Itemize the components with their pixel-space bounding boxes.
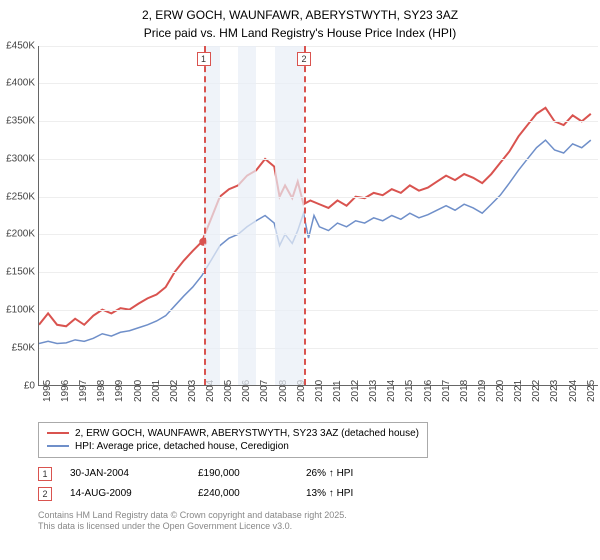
sale-row: 1 30-JAN-2004 £190,000 26% ↑ HPI	[38, 464, 600, 484]
y-tick-label: £50K	[1, 342, 35, 353]
legend: 2, ERW GOCH, WAUNFAWR, ABERYSTWYTH, SY23…	[38, 422, 428, 458]
x-tick-label: 2014	[386, 379, 397, 401]
y-tick-label: £150K	[1, 267, 35, 278]
event-marker: 2	[297, 52, 311, 66]
x-tick-label: 2011	[332, 380, 343, 402]
shaded-band	[275, 46, 304, 385]
legend-label: 2, ERW GOCH, WAUNFAWR, ABERYSTWYTH, SY23…	[75, 428, 419, 439]
x-tick-label: 1998	[96, 379, 107, 401]
gridline	[39, 272, 598, 273]
gridline	[39, 159, 598, 160]
sale-date: 30-JAN-2004	[70, 468, 180, 479]
y-tick-label: £450K	[1, 40, 35, 51]
chart-title-line1: 2, ERW GOCH, WAUNFAWR, ABERYSTWYTH, SY23…	[0, 0, 600, 26]
x-tick-label: 2017	[441, 379, 452, 401]
x-tick-label: 2025	[586, 379, 597, 401]
shaded-band	[238, 46, 256, 385]
x-tick-label: 2012	[350, 379, 361, 401]
y-tick-label: £250K	[1, 191, 35, 202]
x-tick-label: 2003	[187, 379, 198, 401]
y-tick-label: £0	[1, 380, 35, 391]
sale-delta: 13% ↑ HPI	[306, 488, 353, 499]
x-tick-label: 1999	[114, 379, 125, 401]
x-tick-label: 2023	[549, 379, 560, 401]
y-tick-label: £100K	[1, 305, 35, 316]
x-tick-label: 2010	[314, 379, 325, 401]
legend-item: HPI: Average price, detached house, Cere…	[47, 440, 419, 453]
attribution-line1: Contains HM Land Registry data © Crown c…	[38, 510, 600, 522]
x-tick-label: 2021	[513, 379, 524, 401]
x-tick-label: 2024	[568, 379, 579, 401]
gridline	[39, 197, 598, 198]
gridline	[39, 310, 598, 311]
sale-number-box: 1	[38, 467, 52, 481]
x-tick-label: 2015	[404, 379, 415, 401]
attribution: Contains HM Land Registry data © Crown c…	[38, 510, 600, 533]
chart-area: £0£50K£100K£150K£200K£250K£300K£350K£400…	[38, 46, 598, 416]
x-tick-label: 1997	[78, 379, 89, 401]
x-tick-label: 2002	[169, 379, 180, 401]
shaded-band	[204, 46, 221, 385]
plot-region: £0£50K£100K£150K£200K£250K£300K£350K£400…	[38, 46, 598, 386]
x-tick-label: 1995	[42, 379, 53, 401]
gridline	[39, 46, 598, 47]
sale-price: £190,000	[198, 468, 288, 479]
legend-label: HPI: Average price, detached house, Cere…	[75, 441, 289, 452]
sale-row: 2 14-AUG-2009 £240,000 13% ↑ HPI	[38, 484, 600, 504]
gridline	[39, 121, 598, 122]
sale-number-box: 2	[38, 487, 52, 501]
x-tick-label: 2000	[133, 379, 144, 401]
x-tick-label: 2016	[423, 379, 434, 401]
event-line	[204, 46, 206, 385]
line-canvas	[39, 46, 598, 385]
event-line	[304, 46, 306, 385]
legend-swatch	[47, 445, 69, 447]
legend-swatch	[47, 432, 69, 434]
sale-price: £240,000	[198, 488, 288, 499]
x-tick-label: 2019	[477, 379, 488, 401]
y-tick-label: £200K	[1, 229, 35, 240]
attribution-line2: This data is licensed under the Open Gov…	[38, 521, 600, 533]
x-tick-label: 2005	[223, 379, 234, 401]
x-tick-label: 2001	[151, 379, 162, 401]
x-tick-label: 2018	[459, 379, 470, 401]
x-tick-label: 2007	[259, 379, 270, 401]
sale-date: 14-AUG-2009	[70, 488, 180, 499]
sales-table: 1 30-JAN-2004 £190,000 26% ↑ HPI 2 14-AUG-200…	[38, 464, 600, 504]
gridline	[39, 234, 598, 235]
x-tick-label: 2020	[495, 379, 506, 401]
x-tick-label: 2013	[368, 379, 379, 401]
y-tick-label: £350K	[1, 116, 35, 127]
series-line	[39, 140, 591, 343]
chart-title-line2: Price paid vs. HM Land Registry's House …	[0, 26, 600, 46]
x-tick-label: 1996	[60, 379, 71, 401]
gridline	[39, 83, 598, 84]
y-tick-label: £300K	[1, 153, 35, 164]
sale-delta: 26% ↑ HPI	[306, 468, 353, 479]
event-marker: 1	[197, 52, 211, 66]
legend-item: 2, ERW GOCH, WAUNFAWR, ABERYSTWYTH, SY23…	[47, 427, 419, 440]
x-tick-label: 2022	[531, 379, 542, 401]
gridline	[39, 348, 598, 349]
y-tick-label: £400K	[1, 78, 35, 89]
